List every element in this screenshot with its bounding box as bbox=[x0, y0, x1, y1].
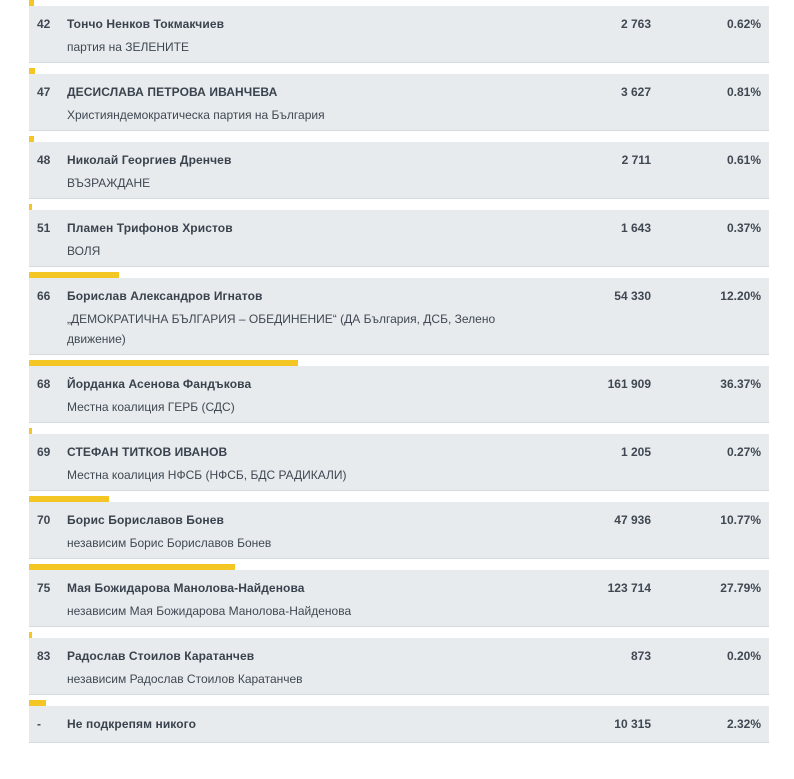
candidate-entry: 75 Мая Божидарова Манолова-Найденова нез… bbox=[29, 564, 769, 627]
vote-percent: 36.37% bbox=[720, 377, 761, 391]
candidate-entry: 51 Пламен Трифонов Христов ВОЛЯ 1 643 0.… bbox=[29, 204, 769, 267]
candidate-entry: - Не подкрепям никого 10 315 2.32% bbox=[29, 700, 769, 743]
candidate-party: ВОЛЯ bbox=[67, 244, 101, 258]
vote-percent: 0.62% bbox=[726, 17, 761, 31]
candidate-party: ВЪЗРАЖДАНЕ bbox=[67, 176, 151, 190]
vote-percent: 10.77% bbox=[720, 513, 761, 527]
candidate-entry: 47 ДЕСИСЛАВА ПЕТРОВА ИВАНЧЕВА Християнде… bbox=[29, 68, 769, 131]
vote-share-bar bbox=[29, 564, 235, 570]
vote-count: 3 627 bbox=[620, 85, 651, 99]
vote-share-bar bbox=[29, 0, 34, 6]
vote-share-bar bbox=[29, 136, 34, 142]
vote-count: 161 909 bbox=[607, 377, 651, 391]
candidate-entry: 68 Йорданка Асенова Фандъкова Местна коа… bbox=[29, 360, 769, 423]
candidate-entry: 42 Тончо Ненков Токмакчиев партия на ЗЕЛ… bbox=[29, 0, 769, 63]
candidate-party: независим Борис Бориславов Бонев bbox=[67, 536, 272, 550]
candidate-name: Мая Божидарова Манолова-Найденова bbox=[67, 581, 305, 595]
vote-count: 47 936 bbox=[614, 513, 651, 527]
candidate-party: Местна коалиция ГЕРБ (СДС) bbox=[67, 400, 235, 414]
vote-percent: 0.81% bbox=[726, 85, 761, 99]
candidate-card: 68 Йорданка Асенова Фандъкова Местна коа… bbox=[29, 366, 769, 423]
vote-count: 10 315 bbox=[614, 717, 651, 731]
candidate-entry: 83 Радослав Стоилов Каратанчев независим… bbox=[29, 632, 769, 695]
vote-share-bar bbox=[29, 496, 109, 502]
candidate-name: Пламен Трифонов Христов bbox=[67, 221, 233, 235]
vote-percent: 0.37% bbox=[726, 221, 761, 235]
vote-percent: 12.20% bbox=[720, 289, 761, 303]
vote-share-bar bbox=[29, 68, 35, 74]
candidate-number: 75 bbox=[37, 581, 51, 595]
candidate-number: 51 bbox=[37, 221, 51, 235]
candidate-card: 75 Мая Божидарова Манолова-Найденова нез… bbox=[29, 570, 769, 627]
candidate-entry: 48 Николай Георгиев Дренчев ВЪЗРАЖДАНЕ 2… bbox=[29, 136, 769, 199]
candidate-card: 66 Борислав Александров Игнатов „ДЕМОКРА… bbox=[29, 278, 769, 355]
candidate-card: 70 Борис Бориславов Бонев независим Бори… bbox=[29, 502, 769, 559]
vote-share-bar bbox=[29, 700, 46, 706]
vote-share-bar bbox=[29, 632, 32, 638]
candidate-name: Тончо Ненков Токмакчиев bbox=[67, 17, 225, 31]
candidate-card: 51 Пламен Трифонов Христов ВОЛЯ 1 643 0.… bbox=[29, 210, 769, 267]
vote-percent: 0.61% bbox=[726, 153, 761, 167]
candidate-entry: 66 Борислав Александров Игнатов „ДЕМОКРА… bbox=[29, 272, 769, 355]
candidate-name: Борис Бориславов Бонев bbox=[67, 513, 225, 527]
vote-count: 123 714 bbox=[607, 581, 651, 595]
vote-share-bar bbox=[29, 272, 119, 278]
candidate-card: 42 Тончо Ненков Токмакчиев партия на ЗЕЛ… bbox=[29, 6, 769, 63]
vote-percent: 2.32% bbox=[726, 717, 761, 731]
vote-percent: 0.20% bbox=[726, 649, 761, 663]
vote-percent: 0.27% bbox=[726, 445, 761, 459]
candidate-name: Йорданка Асенова Фандъкова bbox=[67, 377, 252, 391]
vote-count: 54 330 bbox=[614, 289, 651, 303]
candidate-number: 83 bbox=[37, 649, 51, 663]
candidate-name: ДЕСИСЛАВА ПЕТРОВА ИВАНЧЕВА bbox=[67, 85, 278, 99]
vote-count: 2 711 bbox=[621, 153, 651, 167]
candidate-party: независим Радослав Стоилов Каратанчев bbox=[67, 672, 303, 686]
vote-share-bar bbox=[29, 360, 298, 366]
candidate-card: 47 ДЕСИСЛАВА ПЕТРОВА ИВАНЧЕВА Християнде… bbox=[29, 74, 769, 131]
candidate-party: „ДЕМОКРАТИЧНА БЪЛГАРИЯ – ОБЕДИНЕНИЕ“ (ДА… bbox=[67, 312, 496, 346]
candidate-party: Местна коалиция НФСБ (НФСБ, БДС РАДИКАЛИ… bbox=[67, 468, 347, 482]
vote-count: 1 205 bbox=[620, 445, 651, 459]
candidate-number: 68 bbox=[37, 377, 51, 391]
vote-count: 2 763 bbox=[620, 17, 651, 31]
candidate-entry: 69 СТЕФАН ТИТКОВ ИВАНОВ Местна коалиция … bbox=[29, 428, 769, 491]
candidate-card: 83 Радослав Стоилов Каратанчев независим… bbox=[29, 638, 769, 695]
candidate-name: Радослав Стоилов Каратанчев bbox=[67, 649, 255, 663]
candidate-name: Не подкрепям никого bbox=[67, 717, 197, 731]
candidate-party: Християндемократическа партия на Българи… bbox=[67, 108, 325, 122]
candidate-party: партия на ЗЕЛЕНИТЕ bbox=[67, 40, 190, 54]
candidate-number: 70 bbox=[37, 513, 51, 527]
candidate-party: независим Мая Божидарова Манолова-Найден… bbox=[67, 604, 352, 618]
candidate-number: 47 bbox=[37, 85, 51, 99]
candidate-card: - Не подкрепям никого 10 315 2.32% bbox=[29, 706, 769, 743]
candidate-name: СТЕФАН ТИТКОВ ИВАНОВ bbox=[67, 445, 228, 459]
candidate-number: - bbox=[37, 717, 41, 731]
vote-percent: 27.79% bbox=[720, 581, 761, 595]
vote-share-bar bbox=[29, 204, 32, 210]
candidate-card: 69 СТЕФАН ТИТКОВ ИВАНОВ Местна коалиция … bbox=[29, 434, 769, 491]
candidate-number: 48 bbox=[37, 153, 51, 167]
candidate-card: 48 Николай Георгиев Дренчев ВЪЗРАЖДАНЕ 2… bbox=[29, 142, 769, 199]
candidate-number: 69 bbox=[37, 445, 51, 459]
candidate-name: Борислав Александров Игнатов bbox=[67, 289, 263, 303]
vote-share-bar bbox=[29, 428, 32, 434]
candidate-entry: 70 Борис Бориславов Бонев независим Бори… bbox=[29, 496, 769, 559]
candidate-number: 66 bbox=[37, 289, 51, 303]
candidate-name: Николай Георгиев Дренчев bbox=[67, 153, 232, 167]
vote-count: 1 643 bbox=[620, 221, 651, 235]
vote-count: 873 bbox=[630, 649, 651, 663]
candidate-number: 42 bbox=[37, 17, 51, 31]
